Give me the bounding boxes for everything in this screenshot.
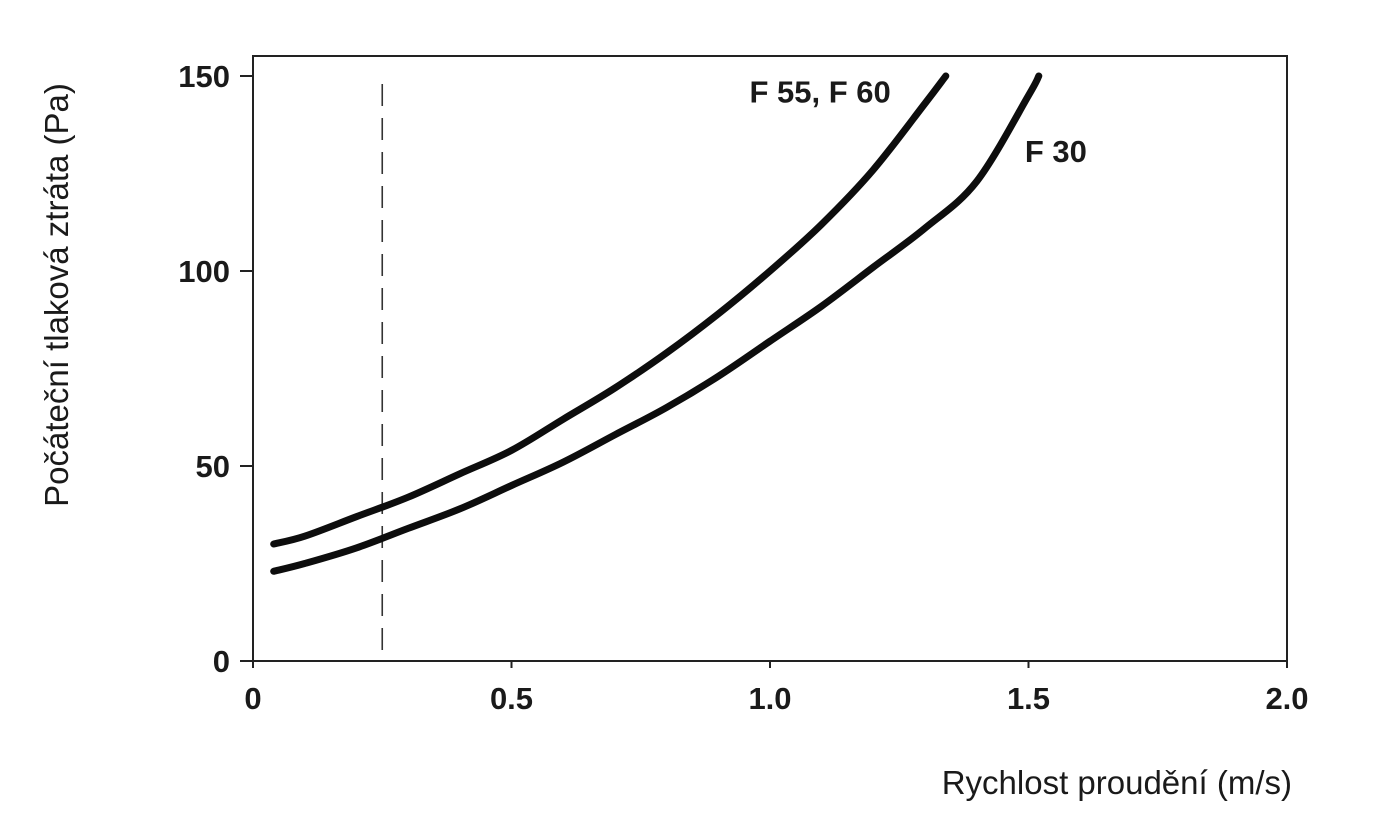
y-ticks: 0 50 100 150 <box>178 59 253 679</box>
y-tick-label: 100 <box>178 254 230 289</box>
series-label-f55-f60: F 55, F 60 <box>749 75 890 110</box>
x-tick-label: 1.5 <box>1007 681 1050 716</box>
y-tick-label: 50 <box>196 449 230 484</box>
series-labels: F 55, F 60 F 30 <box>749 75 1086 170</box>
series-label-f30: F 30 <box>1025 134 1087 169</box>
y-tick-label: 150 <box>178 59 230 94</box>
plot-frame <box>252 55 1288 662</box>
x-tick-label: 0.5 <box>490 681 533 716</box>
y-tick-label: 0 <box>213 644 230 679</box>
series-line-1 <box>270 72 1043 575</box>
x-tick-label: 2.0 <box>1265 681 1308 716</box>
x-tick-label: 1.0 <box>748 681 791 716</box>
series-layer <box>270 72 1043 575</box>
x-tick-label: 0 <box>244 681 261 716</box>
y-axis-title: Počáteční tlaková ztráta (Pa) <box>38 83 75 507</box>
x-axis-title: Rychlost proudění (m/s) <box>942 764 1292 801</box>
series-line-0 <box>270 72 950 548</box>
x-ticks: 0 0.5 1.0 1.5 2.0 <box>244 661 1309 716</box>
